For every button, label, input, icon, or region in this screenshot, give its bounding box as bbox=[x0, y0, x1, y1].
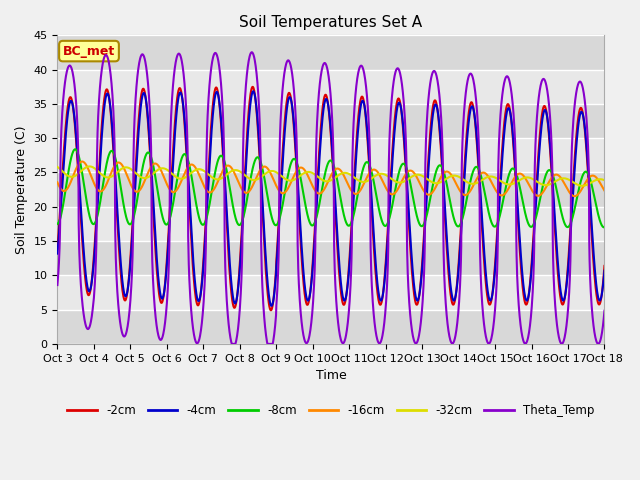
Bar bbox=[58, 276, 604, 310]
Bar bbox=[58, 207, 604, 241]
-4cm bbox=[259, 195, 266, 201]
-4cm bbox=[170, 142, 178, 148]
Bar bbox=[58, 310, 604, 344]
Theta_Temp bbox=[428, 74, 435, 80]
Line: -32cm: -32cm bbox=[58, 167, 604, 186]
-4cm bbox=[428, 125, 435, 131]
Theta_Temp bbox=[170, 71, 178, 76]
-16cm bbox=[78, 158, 86, 164]
-16cm bbox=[428, 191, 435, 197]
Y-axis label: Soil Temperature (C): Soil Temperature (C) bbox=[15, 125, 28, 254]
-16cm bbox=[171, 189, 179, 195]
-16cm bbox=[280, 190, 287, 196]
Text: BC_met: BC_met bbox=[63, 45, 115, 58]
Theta_Temp bbox=[54, 282, 61, 288]
-4cm bbox=[85, 288, 93, 294]
-8cm bbox=[277, 210, 285, 216]
Theta_Temp bbox=[277, 106, 285, 111]
Theta_Temp bbox=[228, 341, 236, 347]
-8cm bbox=[259, 166, 266, 171]
-8cm bbox=[85, 211, 93, 216]
Theta_Temp bbox=[600, 308, 608, 313]
-4cm bbox=[280, 140, 288, 146]
-8cm bbox=[54, 221, 61, 227]
Title: Soil Temperatures Set A: Soil Temperatures Set A bbox=[239, 15, 422, 30]
-2cm bbox=[170, 131, 178, 136]
-16cm bbox=[277, 190, 285, 195]
Theta_Temp bbox=[248, 49, 255, 55]
-8cm bbox=[600, 225, 608, 230]
Theta_Temp bbox=[259, 290, 266, 296]
Line: -16cm: -16cm bbox=[58, 161, 604, 196]
Theta_Temp bbox=[280, 73, 288, 79]
Line: -4cm: -4cm bbox=[58, 91, 604, 306]
-16cm bbox=[54, 180, 61, 185]
-32cm bbox=[428, 179, 435, 185]
Line: -8cm: -8cm bbox=[58, 149, 604, 228]
-16cm bbox=[85, 168, 93, 174]
-2cm bbox=[280, 129, 288, 135]
Line: Theta_Temp: Theta_Temp bbox=[58, 52, 604, 344]
Bar bbox=[58, 138, 604, 172]
Bar bbox=[58, 172, 604, 207]
-2cm bbox=[277, 174, 285, 180]
-2cm bbox=[600, 263, 608, 269]
-32cm bbox=[579, 183, 586, 189]
Legend: -2cm, -4cm, -8cm, -16cm, -32cm, Theta_Temp: -2cm, -4cm, -8cm, -16cm, -32cm, Theta_Te… bbox=[62, 399, 600, 421]
-2cm bbox=[54, 246, 61, 252]
Bar bbox=[58, 104, 604, 138]
-2cm bbox=[85, 292, 93, 298]
-32cm bbox=[171, 173, 179, 179]
-4cm bbox=[54, 251, 61, 256]
-8cm bbox=[71, 146, 79, 152]
Bar bbox=[58, 70, 604, 104]
-16cm bbox=[600, 188, 608, 193]
-8cm bbox=[280, 196, 287, 202]
-32cm bbox=[280, 175, 287, 180]
-4cm bbox=[600, 268, 608, 274]
-4cm bbox=[250, 88, 257, 94]
-4cm bbox=[268, 303, 275, 309]
-8cm bbox=[600, 224, 608, 230]
-2cm bbox=[267, 307, 275, 313]
-2cm bbox=[259, 207, 266, 213]
X-axis label: Time: Time bbox=[316, 369, 346, 382]
-32cm bbox=[259, 173, 266, 179]
Line: -2cm: -2cm bbox=[58, 87, 604, 310]
-2cm bbox=[249, 84, 257, 90]
-16cm bbox=[259, 165, 266, 170]
Theta_Temp bbox=[85, 325, 93, 331]
-16cm bbox=[571, 193, 579, 199]
-8cm bbox=[428, 191, 435, 197]
-32cm bbox=[600, 177, 608, 183]
-32cm bbox=[277, 173, 285, 179]
-32cm bbox=[54, 164, 61, 170]
-8cm bbox=[171, 192, 179, 198]
-4cm bbox=[277, 185, 285, 191]
Bar bbox=[58, 36, 604, 70]
-2cm bbox=[428, 116, 435, 122]
-32cm bbox=[85, 164, 93, 169]
-32cm bbox=[86, 164, 93, 169]
Bar bbox=[58, 241, 604, 276]
